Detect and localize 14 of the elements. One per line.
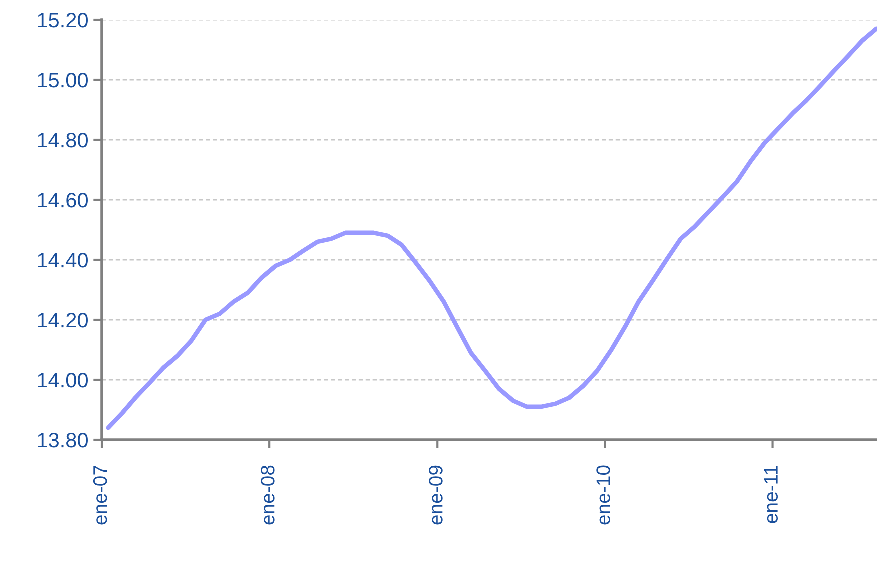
y-tick-label: 15.20 bbox=[38, 13, 88, 28]
x-tick-label: ene-07 bbox=[93, 466, 108, 525]
y-tick-label: 14.60 bbox=[38, 193, 88, 208]
y-tick-label: 14.20 bbox=[38, 313, 88, 328]
x-tick-label: ene-09 bbox=[429, 466, 443, 525]
x-tick-label: ene-08 bbox=[261, 466, 275, 525]
y-tick-label: 13.80 bbox=[38, 433, 88, 448]
y-tick-label: 14.80 bbox=[38, 133, 88, 148]
y-tick-label: 14.00 bbox=[38, 373, 88, 388]
y-tick-label: 15.00 bbox=[38, 73, 88, 88]
x-tick-label: ene-10 bbox=[596, 466, 610, 525]
line-series bbox=[106, 26, 877, 430]
x-tick-label: ene-11 bbox=[764, 466, 778, 524]
y-tick-label: 14.40 bbox=[38, 253, 88, 268]
